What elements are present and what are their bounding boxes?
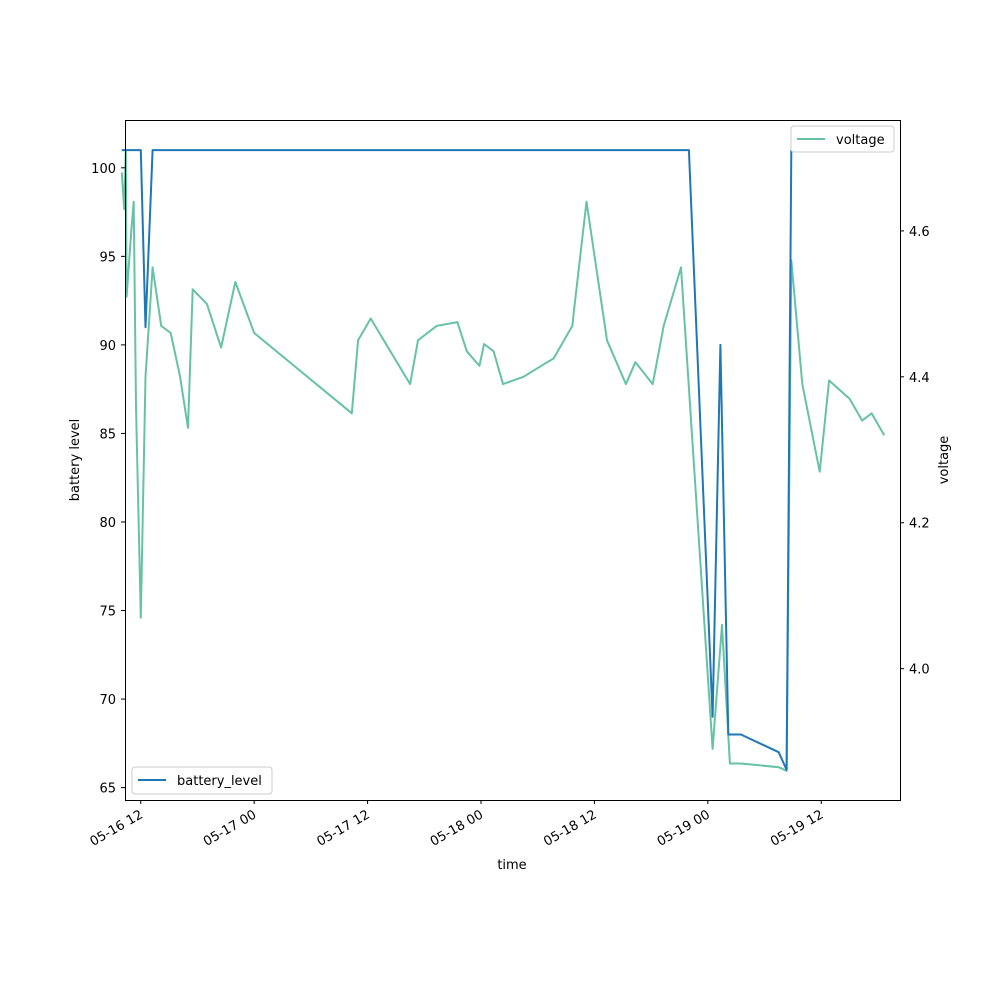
legend-voltage: voltage [790,125,895,153]
y-right-tick-label: 4.2 [909,517,930,532]
legend-label: voltage [836,133,885,148]
y-left-tick-label: 90 [99,339,116,354]
y-left-tick-label: 95 [99,250,116,265]
x-axis-title: time [497,858,526,873]
y-left-tick-label: 65 [99,782,116,797]
series-line-voltage [120,149,886,772]
plot-frame [125,120,901,801]
legend-box [131,766,273,795]
y-left-tick-label: 75 [99,605,116,620]
y-right-tick-label: 4.6 [909,225,930,240]
series-layer [120,149,886,772]
y-left-tick-label: 85 [99,427,116,442]
y-right-tick-label: 4.4 [909,371,930,386]
y-left-tick-label: 80 [99,516,116,531]
legend-box [790,125,895,153]
legend-battery-level: battery_level [131,766,273,795]
y-right-axis-title: voltage [937,436,952,485]
series-line-battery-level [121,149,878,771]
y-left-tick-label: 70 [99,693,116,708]
y-left-axis-title: battery level [68,419,83,502]
y-left-axis-ticks: 65 70 75 80 85 90 95 100 [91,162,125,797]
legend-label: battery_level [177,774,262,789]
y-right-tick-label: 4.0 [909,663,930,678]
y-right-axis-ticks: 4.0 4.2 4.4 4.6 [900,225,930,678]
y-left-tick-label: 100 [91,162,116,177]
